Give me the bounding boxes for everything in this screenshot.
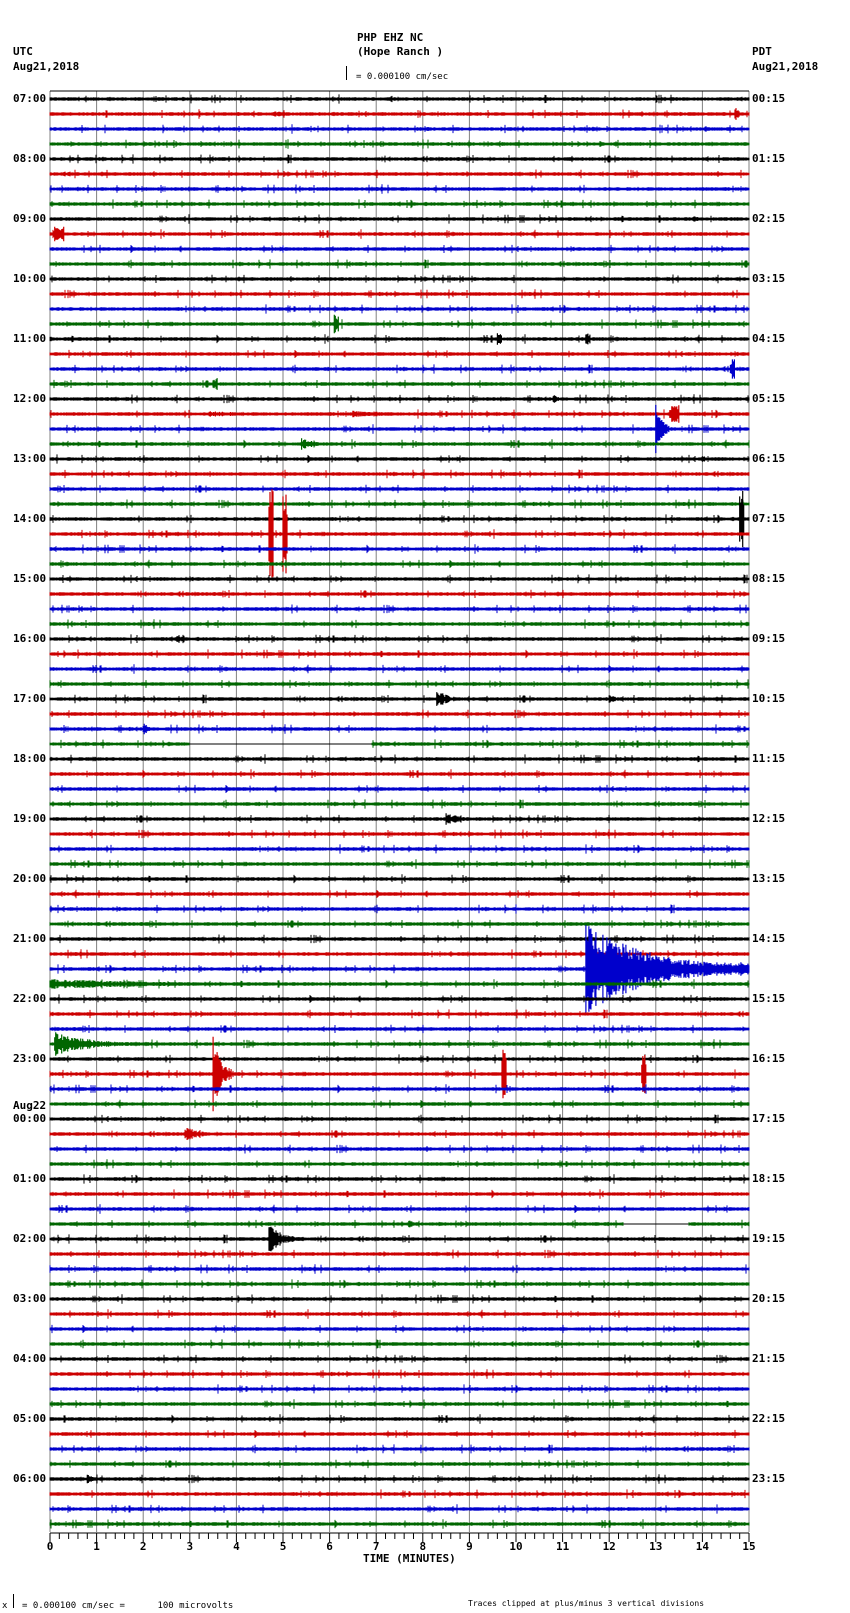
x-tick-label: 13 bbox=[649, 1540, 663, 1553]
pdt-hour-label: 01:15 bbox=[752, 152, 786, 165]
utc-hour-label: 15:00 bbox=[13, 572, 47, 585]
utc-hour-label: 16:00 bbox=[13, 632, 47, 645]
pdt-hour-label: 13:15 bbox=[752, 872, 786, 885]
scale-legend: = 0.000100 cm/sec bbox=[356, 72, 449, 82]
pdt-hour-label: 16:15 bbox=[752, 1052, 786, 1065]
x-axis-title: TIME (MINUTES) bbox=[363, 1552, 456, 1565]
x-tick-label: 14 bbox=[695, 1540, 710, 1553]
x-tick-label: 9 bbox=[466, 1540, 473, 1553]
utc-hour-label: 08:00 bbox=[13, 152, 47, 165]
utc-hour-label: 14:00 bbox=[13, 512, 47, 525]
pdt-hour-label: 11:15 bbox=[752, 752, 786, 765]
pdt-hour-label: 05:15 bbox=[752, 392, 786, 405]
utc-hour-label: 04:00 bbox=[13, 1352, 47, 1365]
pdt-hour-label: 09:15 bbox=[752, 632, 786, 645]
left-date: Aug21,2018 bbox=[13, 60, 80, 73]
utc-hour-label: 05:00 bbox=[13, 1412, 47, 1425]
x-tick-label: 6 bbox=[326, 1540, 333, 1553]
station-location: (Hope Ranch ) bbox=[357, 45, 444, 58]
pdt-hour-label: 06:15 bbox=[752, 452, 786, 465]
clip-note: Traces clipped at plus/minus 3 vertical … bbox=[468, 1599, 705, 1608]
utc-hour-label: 19:00 bbox=[13, 812, 47, 825]
pdt-hour-label: 00:15 bbox=[752, 92, 786, 105]
x-tick-label: 5 bbox=[279, 1540, 287, 1553]
footer-scale-legend: = 0.000100 cm/sec = 100 microvolts bbox=[22, 1601, 234, 1611]
utc-hour-label: 18:00 bbox=[13, 752, 47, 765]
utc-hour-label: 09:00 bbox=[13, 212, 47, 225]
utc-hour-label: 02:00 bbox=[13, 1232, 47, 1245]
footer-scale-prefix: x bbox=[2, 1601, 8, 1611]
pdt-hour-label: 12:15 bbox=[752, 812, 786, 825]
date-change-label: Aug22 bbox=[13, 1099, 47, 1112]
utc-hour-label: 17:00 bbox=[13, 692, 47, 705]
pdt-hour-label: 17:15 bbox=[752, 1112, 786, 1125]
utc-hour-label: 22:00 bbox=[13, 992, 47, 1005]
pdt-hour-label: 07:15 bbox=[752, 512, 786, 525]
x-tick-label: 2 bbox=[139, 1540, 147, 1553]
pdt-hour-label: 15:15 bbox=[752, 992, 786, 1005]
utc-hour-label: 11:00 bbox=[13, 332, 47, 345]
utc-hour-label: 03:00 bbox=[13, 1292, 47, 1305]
utc-hour-label: 12:00 bbox=[13, 392, 47, 405]
utc-hour-label: 07:00 bbox=[13, 92, 47, 105]
pdt-hour-label: 20:15 bbox=[752, 1292, 786, 1305]
pdt-hour-label: 21:15 bbox=[752, 1352, 786, 1365]
utc-hour-label: 20:00 bbox=[13, 872, 47, 885]
x-tick-label: 12 bbox=[602, 1540, 616, 1553]
utc-hour-label: 06:00 bbox=[13, 1472, 47, 1485]
scale-bar-icon bbox=[346, 66, 350, 80]
x-tick-label: 10 bbox=[509, 1540, 523, 1553]
pdt-hour-label: 10:15 bbox=[752, 692, 786, 705]
pdt-hour-label: 03:15 bbox=[752, 272, 786, 285]
utc-hour-label: 01:00 bbox=[13, 1172, 47, 1185]
pdt-hour-label: 02:15 bbox=[752, 212, 786, 225]
utc-hour-label: 21:00 bbox=[13, 932, 47, 945]
pdt-hour-label: 23:15 bbox=[752, 1472, 786, 1485]
pdt-hour-label: 22:15 bbox=[752, 1412, 786, 1425]
right-date: Aug21,2018 bbox=[752, 60, 819, 73]
utc-hour-label: 13:00 bbox=[13, 452, 47, 465]
x-tick-label: 4 bbox=[233, 1540, 240, 1553]
x-tick-label: 3 bbox=[186, 1540, 194, 1553]
x-tick-label: 11 bbox=[555, 1540, 570, 1553]
x-tick-label: 8 bbox=[419, 1540, 427, 1553]
x-tick-label: 1 bbox=[93, 1540, 100, 1553]
utc-hour-label: 00:00 bbox=[13, 1112, 47, 1125]
pdt-hour-label: 18:15 bbox=[752, 1172, 786, 1185]
x-tick-label: 0 bbox=[46, 1540, 54, 1553]
x-tick-label: 7 bbox=[372, 1540, 380, 1553]
utc-hour-label: 23:00 bbox=[13, 1052, 47, 1065]
station-title: PHP EHZ NC bbox=[357, 31, 424, 44]
footer-scale-bar-icon bbox=[13, 1594, 17, 1608]
pdt-hour-label: 14:15 bbox=[752, 932, 786, 945]
right-timezone: PDT bbox=[752, 45, 772, 58]
pdt-hour-label: 08:15 bbox=[752, 572, 786, 585]
left-timezone: UTC bbox=[13, 45, 33, 58]
pdt-hour-label: 04:15 bbox=[752, 332, 786, 345]
pdt-hour-label: 19:15 bbox=[752, 1232, 786, 1245]
utc-hour-label: 10:00 bbox=[13, 272, 47, 285]
x-tick-label: 15 bbox=[742, 1540, 756, 1553]
